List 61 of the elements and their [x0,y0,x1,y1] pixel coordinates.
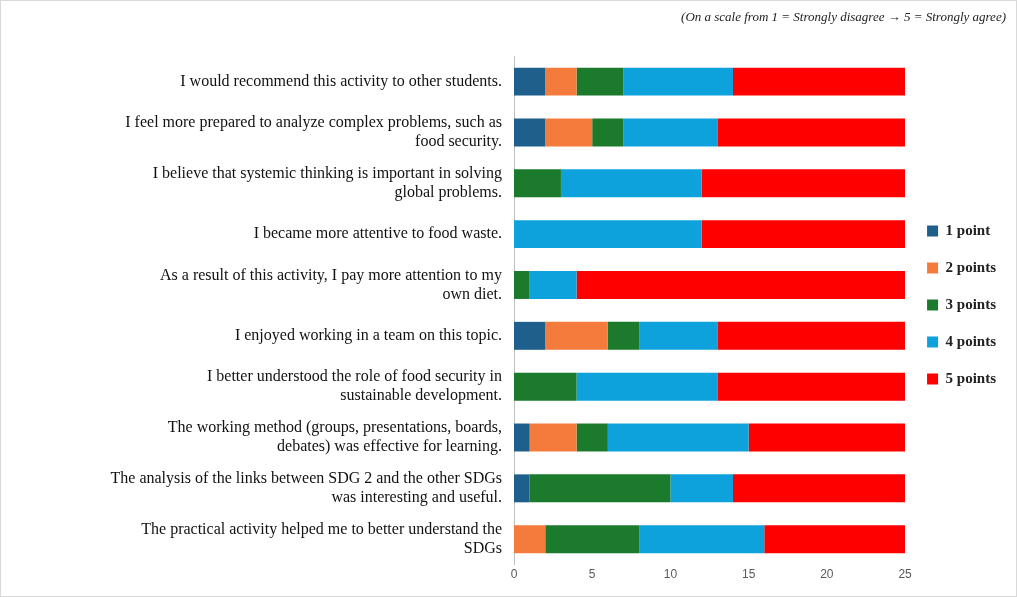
bar [529,271,577,299]
bar [607,423,749,452]
bar [514,321,546,350]
y-tick-label: I better understood the role of food security in sustainable development. [206,367,502,405]
legend-label: 1 point [945,221,991,238]
bar [733,474,906,503]
bar [701,169,906,198]
bar [514,372,577,401]
bar [623,118,718,147]
y-tick-label: As a result of this activity, I pay more attention to my own diet. [160,265,502,302]
bar [545,118,593,147]
bar [545,67,577,96]
y-tick-label: I believe that systemic thinking is important in solving global problems. [152,163,502,202]
bar [592,118,624,147]
bar [623,67,733,96]
x-tick-label: 20 [820,567,834,582]
bar [717,321,906,350]
bar [514,67,546,96]
y-tick-label: I became more attentive to food waste. [253,224,502,242]
bar [639,525,765,554]
bar [576,372,718,401]
legend-label: 2 points [945,258,997,275]
bar [514,271,530,299]
bar [576,271,906,299]
bar [576,67,624,96]
legend-label: 5 points [945,369,997,386]
bar [733,67,906,96]
bar [717,372,906,401]
bar [545,525,640,554]
x-tick-label: 5 [588,567,596,582]
legend-label: 3 points [945,295,997,312]
bar [717,118,906,147]
y-tick-label: I would recommend this activity to other students. [180,71,502,90]
bar [514,525,546,554]
y-tick-label: I feel more prepared to analyze complex problems, such as food security. [125,113,502,151]
legend-label: 4 points [945,332,997,349]
bar [514,474,530,503]
bar [639,321,718,350]
bar [560,169,702,198]
bar [514,423,530,452]
bar [514,169,561,198]
y-tick-label: The practical activity helped me to better understand the SDGs [141,519,502,556]
bar [514,118,546,147]
bar [607,321,640,350]
bar [545,321,608,350]
y-tick-label: The analysis of the links between SDG 2 and the other SDGs was interesting and useful. [110,468,502,507]
y-tick-label: The working method (groups, presentations, boards, debates) was effective for learning. [167,418,502,456]
x-tick-label: 25 [898,567,913,582]
bar [764,525,906,554]
bar [670,474,733,503]
x-tick-label: 15 [741,567,756,582]
x-tick-label: 0 [510,567,518,582]
y-tick-label: I enjoyed working in a team on this topic. [234,326,502,345]
bar [576,423,608,452]
bar [701,220,906,249]
text: (On a scale from 1 = Strongly disagree → 5 = Strongly agree) [681,9,1006,25]
bar [529,423,577,452]
bar [514,220,702,249]
bar [529,474,671,503]
bar [748,423,906,452]
x-tick-label: 10 [663,567,678,582]
